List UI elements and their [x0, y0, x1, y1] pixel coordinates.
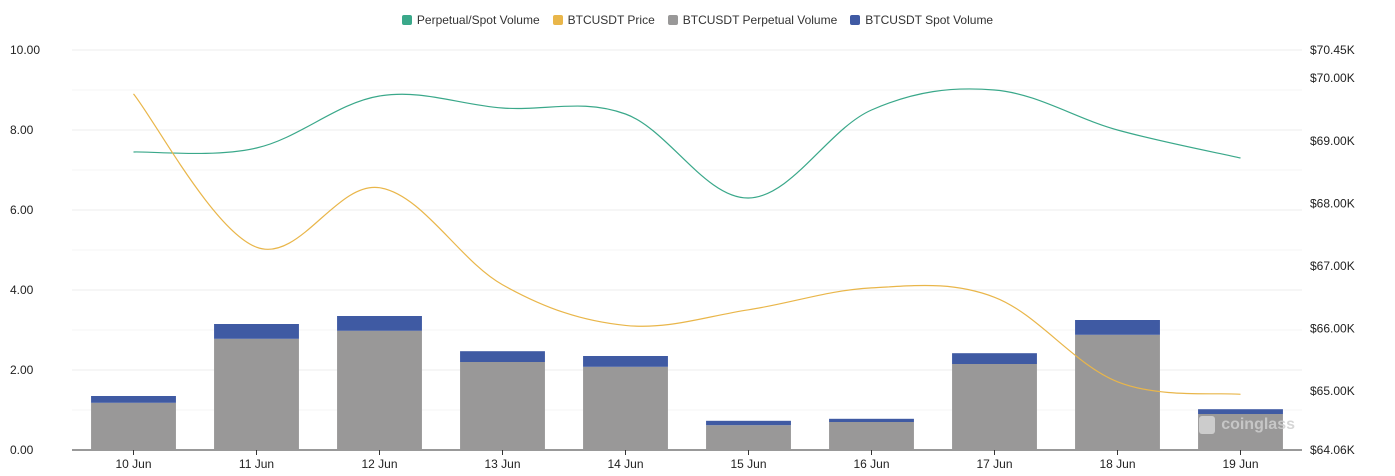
legend-label-ratio: Perpetual/Spot Volume: [416, 13, 540, 27]
bar-btcusdt-spot-volume: [1075, 320, 1160, 335]
bar-btcusdt-spot-volume: [460, 351, 545, 362]
y-right-tick-label: $70.00K: [1310, 71, 1355, 85]
legend-item-spot-volume[interactable]: BTCUSDT Spot Volume: [850, 13, 993, 27]
legend-item-perp-volume[interactable]: BTCUSDT Perpetual Volume: [667, 13, 838, 27]
legend-label-spot-volume: BTCUSDT Spot Volume: [865, 13, 994, 27]
legend-item-ratio[interactable]: Perpetual/Spot Volume: [401, 13, 540, 27]
x-tick-label: 12 Jun: [361, 457, 397, 471]
legend: Perpetual/Spot Volume BTCUSDT Price BTCU…: [0, 13, 1395, 27]
y-left-tick-label: 8.00: [10, 123, 34, 137]
x-tick-label: 10 Jun: [115, 457, 151, 471]
watermark: coinglass: [1199, 416, 1295, 434]
legend-swatch-spot-volume: [850, 15, 861, 25]
bar-btcusdt-spot-volume: [337, 316, 422, 331]
bar-btcusdt-perpetual-volume: [214, 338, 299, 450]
legend-swatch-perp-volume: [667, 15, 678, 25]
x-tick-label: 13 Jun: [484, 457, 520, 471]
watermark-text: coinglass: [1221, 416, 1295, 433]
y-left-tick-label: 4.00: [10, 283, 34, 297]
legend-swatch-price: [552, 15, 563, 25]
y-right-tick-label: $68.00K: [1310, 196, 1355, 210]
x-tick-label: 19 Jun: [1222, 457, 1258, 471]
legend-item-price[interactable]: BTCUSDT Price: [552, 13, 655, 27]
legend-label-price: BTCUSDT Price: [567, 13, 655, 27]
x-tick-label: 11 Jun: [239, 457, 274, 471]
x-tick-label: 14 Jun: [607, 457, 643, 471]
y-left-tick-label: 10.00: [10, 43, 40, 57]
x-tick-label: 15 Jun: [730, 457, 766, 471]
y-right-tick-label: $69.00K: [1310, 134, 1355, 148]
y-left-tick-label: 0.00: [10, 443, 34, 457]
bar-btcusdt-spot-volume: [214, 324, 299, 339]
bar-btcusdt-spot-volume: [1198, 409, 1283, 414]
bar-btcusdt-perpetual-volume: [952, 364, 1037, 450]
y-right-tick-label: $66.00K: [1310, 322, 1355, 336]
bar-btcusdt-perpetual-volume: [460, 362, 545, 450]
y-right-tick-label: $64.06K: [1310, 443, 1355, 457]
bar-btcusdt-perpetual-volume: [337, 330, 422, 450]
x-tick-label: 16 Jun: [853, 457, 889, 471]
bar-btcusdt-spot-volume: [91, 396, 176, 403]
coinglass-logo-icon: [1199, 416, 1216, 434]
bar-btcusdt-spot-volume: [829, 418, 914, 422]
line-perpetual-spot-volume: [133, 88, 1241, 199]
legend-swatch-ratio: [401, 15, 412, 25]
line-btcusdt-price: [133, 93, 1241, 395]
bar-btcusdt-spot-volume: [952, 353, 1037, 364]
bar-btcusdt-spot-volume: [583, 356, 668, 367]
y-right-tick-label: $65.00K: [1310, 384, 1355, 398]
y-right-tick-label: $70.45K: [1310, 43, 1355, 57]
bar-btcusdt-perpetual-volume: [829, 422, 914, 450]
x-tick-label: 18 Jun: [1099, 457, 1135, 471]
y-left-tick-label: 6.00: [10, 203, 34, 217]
bar-btcusdt-perpetual-volume: [583, 366, 668, 450]
bar-btcusdt-perpetual-volume: [1075, 334, 1160, 450]
bar-btcusdt-perpetual-volume: [91, 402, 176, 450]
bar-btcusdt-perpetual-volume: [706, 425, 791, 450]
bar-btcusdt-spot-volume: [706, 420, 791, 426]
y-left-tick-label: 2.00: [10, 363, 34, 377]
x-tick-label: 17 Jun: [976, 457, 1012, 471]
y-right-tick-label: $67.00K: [1310, 259, 1355, 273]
legend-label-perp-volume: BTCUSDT Perpetual Volume: [682, 13, 838, 27]
